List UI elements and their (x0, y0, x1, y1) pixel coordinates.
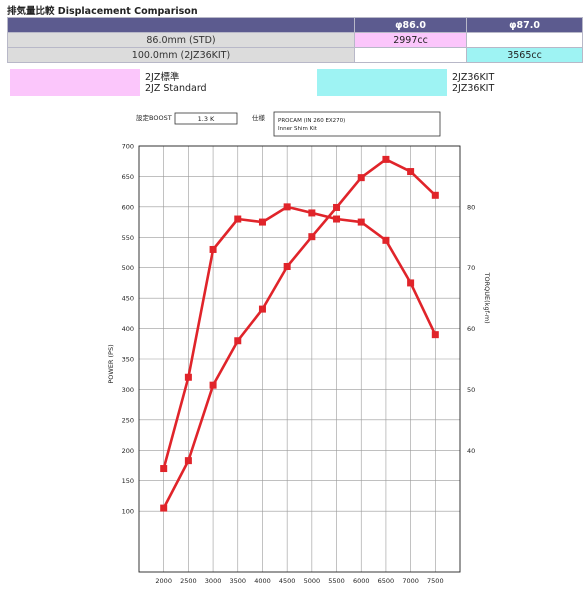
torque-data-point (160, 465, 168, 473)
y-tick-label: 100 (122, 508, 134, 516)
spec-label: 仕様 (252, 113, 266, 122)
y2-tick-label: 80 (467, 203, 475, 211)
y-tick-label: 650 (122, 173, 134, 181)
boost-value: 1.3 K (198, 115, 215, 123)
legend-kit-line1: 2JZ36KIT (452, 72, 495, 83)
torque-data-point (333, 215, 341, 223)
y2-tick-label: 40 (467, 447, 475, 455)
power-data-point (209, 381, 217, 389)
plot-frame (138, 145, 461, 573)
legend-label-standard: 2JZ標準 2JZ Standard (145, 72, 207, 94)
power-data-point (160, 504, 168, 512)
torque-data-point (431, 331, 439, 339)
torque-data-point (308, 209, 316, 217)
torque-data-point (258, 218, 266, 226)
power-data-point (283, 262, 291, 270)
table-row-label: 100.0mm (2JZ36KIT) (7, 47, 355, 63)
y-tick-label: 400 (122, 325, 134, 333)
x-tick-label: 2500 (180, 577, 197, 585)
power-data-point (184, 457, 192, 465)
spec-line1: PROCAM (IN 260 EX270) (278, 118, 345, 124)
x-tick-label: 2000 (155, 577, 172, 585)
y2-axis-title: TORQUE(kgf-m) (483, 272, 491, 324)
legend-standard-line1: 2JZ標準 (145, 72, 180, 83)
table-header-bore1: φ86.0 (354, 17, 467, 33)
torque-data-point (209, 245, 217, 253)
torque-data-point (407, 279, 415, 287)
boost-label: 設定BOOST (136, 113, 172, 122)
x-tick-label: 7500 (427, 577, 444, 585)
legend-label-kit: 2JZ36KIT 2JZ36KIT (452, 72, 494, 94)
y2-tick-label: 70 (467, 264, 475, 272)
y-tick-label: 700 (122, 143, 134, 151)
table-row: 100.0mm (2JZ36KIT) 3565cc (7, 47, 583, 63)
legend-swatch-kit (317, 69, 447, 96)
torque-data-point (184, 373, 192, 381)
y-axis-title: POWER (PS) (107, 344, 115, 383)
x-tick-label: 6000 (353, 577, 370, 585)
power-data-point (333, 203, 341, 211)
spec-box (273, 111, 441, 137)
y-tick-label: 300 (122, 386, 134, 394)
y-tick-label: 250 (122, 416, 134, 424)
y-tick-label: 600 (122, 203, 134, 211)
power-data-point (357, 174, 365, 182)
x-tick-label: 4000 (254, 577, 271, 585)
y2-tick-label: 50 (467, 386, 475, 394)
page-title: 排気量比較 Displacement Comparison (7, 6, 198, 17)
y-tick-label: 450 (122, 295, 134, 303)
x-tick-label: 3000 (205, 577, 222, 585)
x-tick-label: 5000 (304, 577, 321, 585)
legend-standard-line2: 2JZ Standard (145, 83, 207, 94)
x-tick-label: 6500 (378, 577, 395, 585)
x-tick-label: 3500 (229, 577, 246, 585)
power-data-point (234, 337, 242, 345)
power-data-point (258, 305, 266, 313)
power-data-point (382, 155, 390, 163)
torque-data-point (234, 215, 242, 223)
y-tick-label: 200 (122, 447, 134, 455)
y-tick-label: 550 (122, 234, 134, 242)
table-header-blank (7, 17, 355, 33)
torque-data-point (357, 218, 365, 226)
torque-series-line (162, 205, 437, 469)
table-cell: 2997cc (354, 32, 467, 48)
torque-data-point (283, 203, 291, 211)
y-tick-label: 350 (122, 356, 134, 364)
legend-kit-line2: 2JZ36KIT (452, 83, 495, 94)
y-tick-label: 150 (122, 477, 134, 485)
x-tick-label: 7000 (402, 577, 419, 585)
torque-data-point (382, 236, 390, 244)
power-data-point (431, 191, 439, 199)
y2-tick-label: 60 (467, 325, 475, 333)
power-data-point (308, 233, 316, 241)
x-tick-label: 4500 (279, 577, 296, 585)
y-tick-label: 500 (122, 264, 134, 272)
boost-box (174, 112, 238, 125)
table-cell (354, 47, 467, 63)
table-cell: 3565cc (466, 47, 583, 63)
legend-swatch-standard (10, 69, 140, 96)
spec-line2: Inner Shim Kit (278, 126, 318, 132)
displacement-table: φ86.0 φ87.0 86.0mm (STD) 2997cc 100.0mm … (7, 17, 583, 63)
x-tick-label: 5500 (328, 577, 345, 585)
power-data-point (407, 168, 415, 176)
power-series-line (162, 158, 437, 509)
table-cell (466, 32, 583, 48)
